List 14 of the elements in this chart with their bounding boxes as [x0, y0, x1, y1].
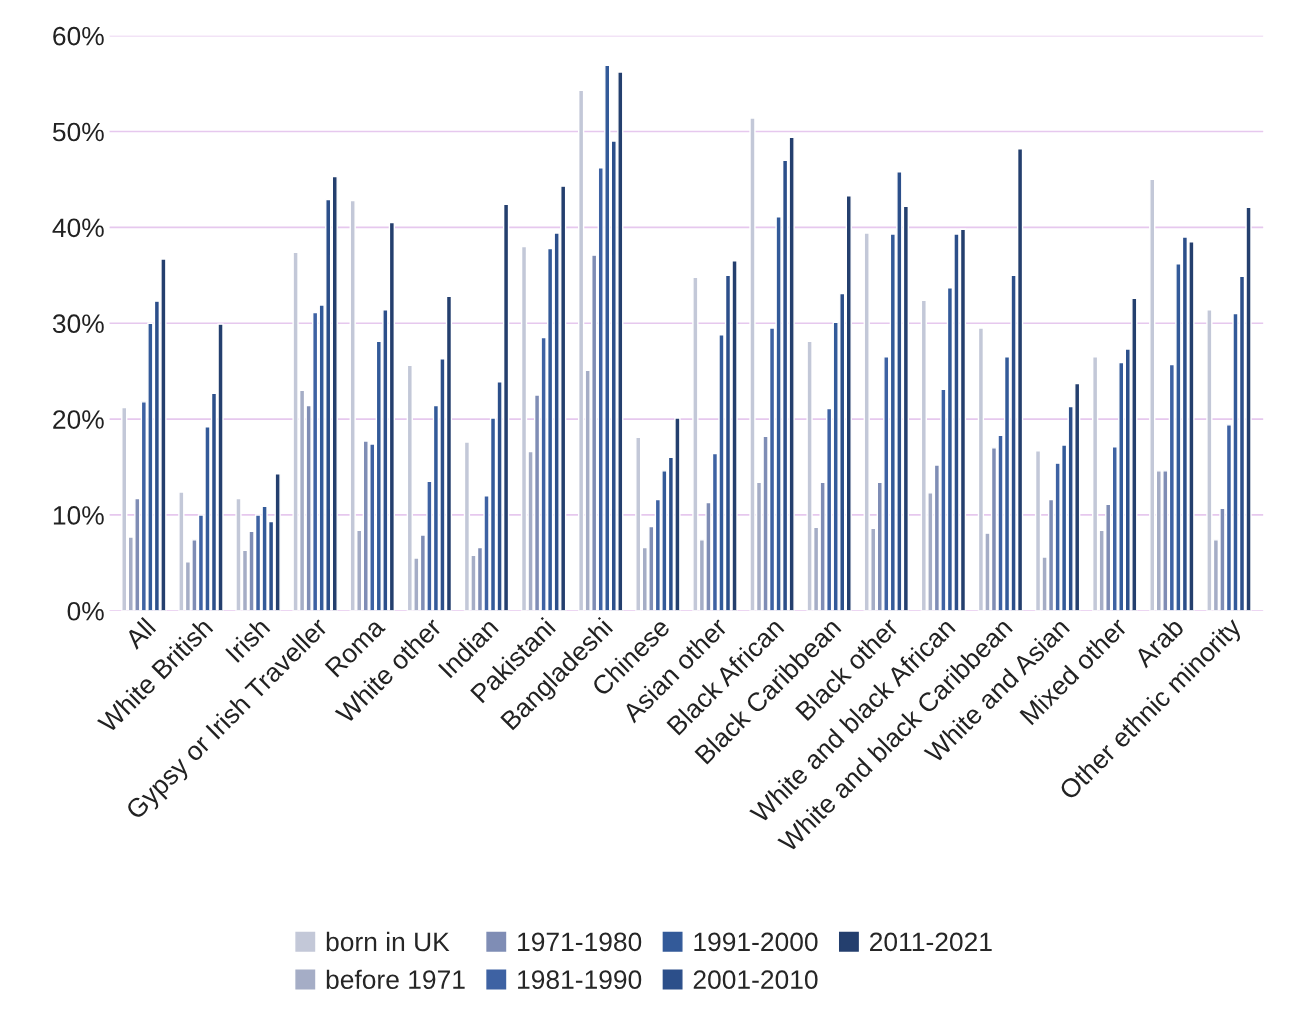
- legend-label: 2011-2021: [870, 932, 992, 952]
- y-tick-label: 40%: [52, 218, 104, 238]
- y-tick-label: 50%: [52, 122, 104, 142]
- legend-label: 1991-2000: [694, 932, 818, 952]
- legend-label: 1981-1990: [518, 970, 642, 990]
- y-tick-label: 20%: [53, 410, 104, 429]
- y-tick-label: 0%: [67, 601, 104, 621]
- legend-label: 2001-2010: [693, 970, 818, 990]
- legend-label: 1971-1980: [518, 932, 642, 952]
- legend-label: born in UK: [326, 931, 450, 952]
- y-tick-label: 30%: [52, 314, 104, 334]
- legend-label: before 1971: [326, 969, 465, 990]
- y-tick-label: 10%: [53, 506, 104, 525]
- y-tick-label: 60%: [53, 26, 104, 46]
